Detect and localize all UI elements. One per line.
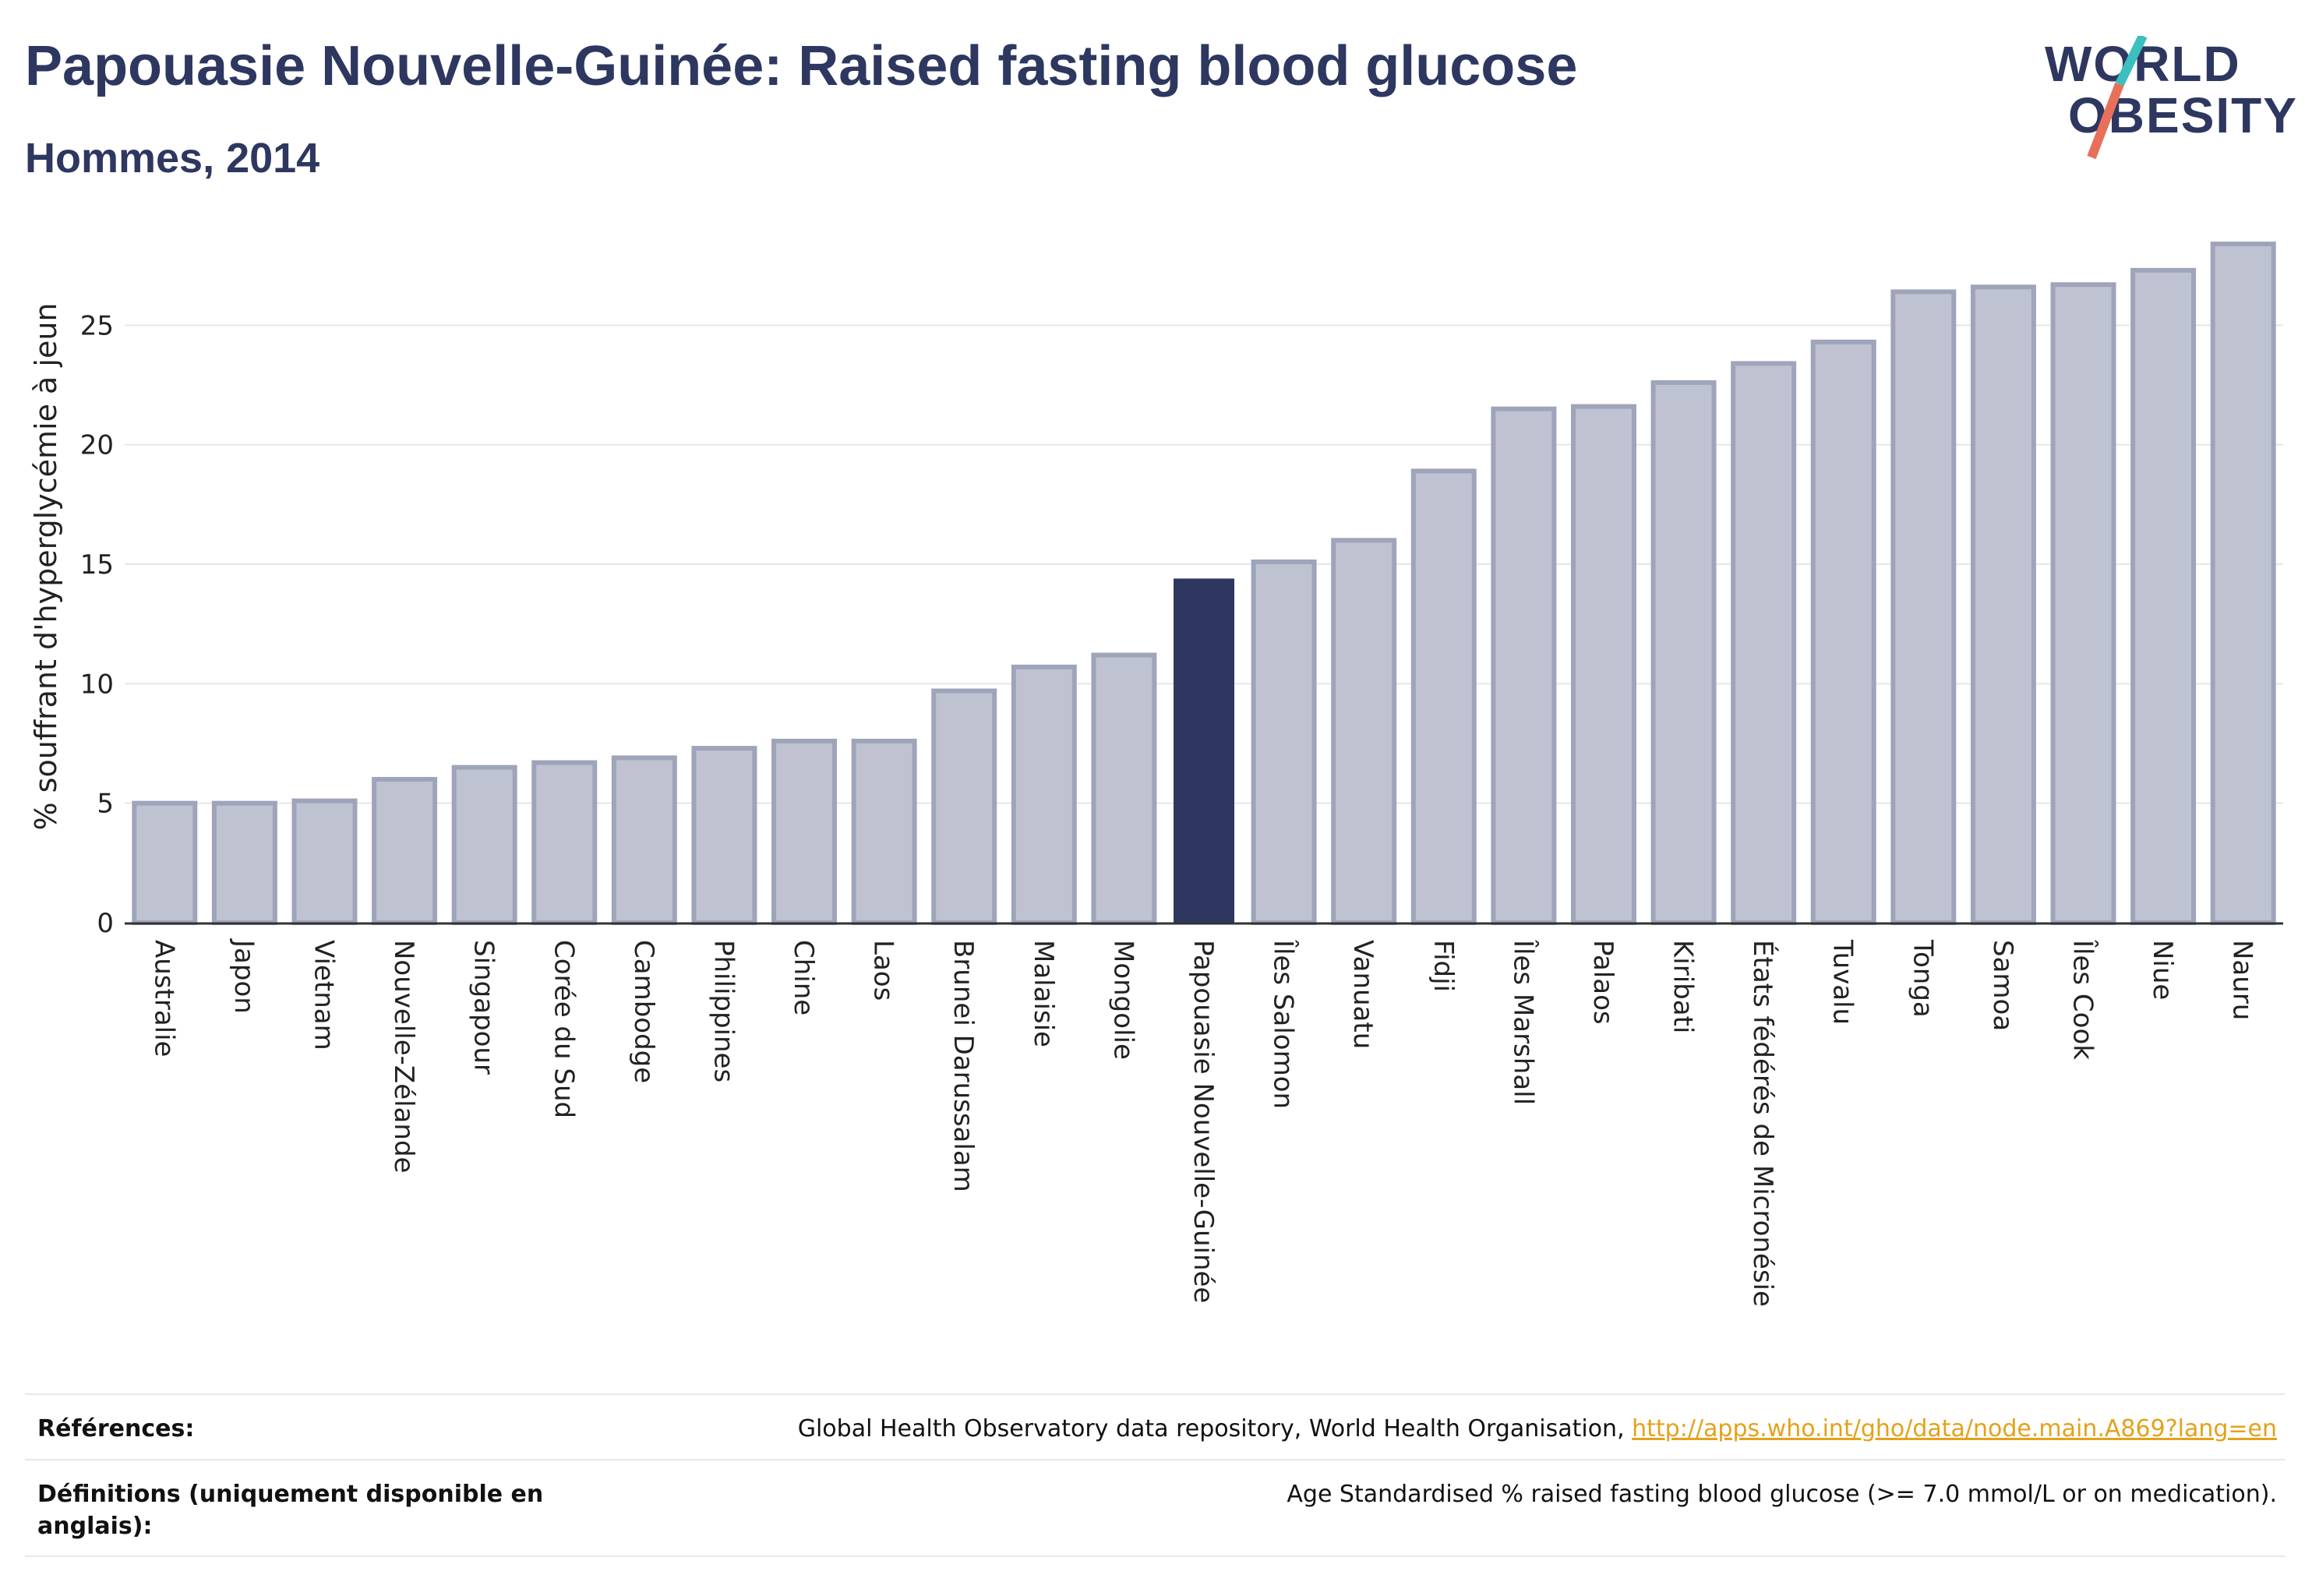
x-tick-label: Tuvalu xyxy=(1827,939,1858,1025)
x-tick-label: Cambodge xyxy=(628,940,659,1083)
bar-7 xyxy=(611,755,677,926)
bar-6 xyxy=(531,760,598,925)
bar-22 xyxy=(1810,339,1876,925)
y-tick-label: 0 xyxy=(97,908,114,939)
x-tick-label: Corée du Sud xyxy=(548,940,579,1118)
references-value: Global Health Observatory data repositor… xyxy=(798,1415,2277,1442)
bar-18 xyxy=(1491,406,1557,925)
x-tick-label: Samoa xyxy=(1987,940,2018,1031)
bar-27 xyxy=(2210,242,2276,926)
bar-12 xyxy=(1011,664,1077,925)
y-tick-label: 15 xyxy=(80,549,114,581)
y-axis-label: % souffrant d'hyperglycémie à jeun xyxy=(29,302,63,830)
divider-bottom xyxy=(25,1555,2285,1557)
x-tick-label: Papouasie Nouvelle-Guinée xyxy=(1188,940,1219,1303)
x-tick-label: Malaisie xyxy=(1028,940,1059,1047)
x-tick-label: Philippines xyxy=(708,940,739,1082)
bar-3 xyxy=(291,798,358,925)
x-tick-label: Kiribati xyxy=(1668,940,1699,1033)
x-tick-label: Îles Marshall xyxy=(1507,939,1539,1105)
bar-10 xyxy=(851,738,917,926)
x-tick-label: Fidji xyxy=(1428,940,1459,992)
references-row: Références: Global Health Observatory da… xyxy=(25,1393,2285,1459)
bar-17 xyxy=(1410,468,1477,925)
y-tick-label: 5 xyxy=(97,789,114,820)
bar-4 xyxy=(372,777,438,925)
references-label: Références: xyxy=(37,1415,195,1442)
bar-16 xyxy=(1331,538,1397,925)
bar-1 xyxy=(132,800,198,925)
bar-21 xyxy=(1731,361,1797,925)
bar-2 xyxy=(211,800,277,925)
bar-8 xyxy=(691,746,757,926)
bar-26 xyxy=(2130,267,2197,925)
definitions-label: Définitions (uniquement disponible en an… xyxy=(37,1481,543,1540)
references-link[interactable]: http://apps.who.int/gho/data/node.main.A… xyxy=(1632,1415,2277,1442)
x-tick-label: Brunei Darussalam xyxy=(948,940,979,1192)
page-subtitle: Hommes, 2014 xyxy=(25,135,320,182)
page-title: Papouasie Nouvelle-Guinée: Raised fastin… xyxy=(25,35,1578,97)
bar-11 xyxy=(931,688,997,925)
bar-24 xyxy=(1970,284,2036,925)
x-tick-label: Îles Salomon xyxy=(1268,939,1300,1109)
x-tick-label: États fédérés de Micronésie xyxy=(1747,940,1779,1307)
y-tick-label: 25 xyxy=(80,310,114,341)
x-tick-label: Vietnam xyxy=(308,940,339,1050)
x-tick-label: Japon xyxy=(228,938,259,1014)
bar-19 xyxy=(1570,404,1636,925)
x-tick-label: Mongolie xyxy=(1107,940,1138,1060)
x-tick-label: Îles Cook xyxy=(2067,939,2099,1060)
bar-9 xyxy=(771,738,838,926)
bar-13 xyxy=(1091,652,1157,925)
bar-chart: 0 5 10 15 20 25 Australie Japon Vietnam Nouvelle-… xyxy=(29,242,2283,1307)
divider-middle xyxy=(25,1459,2285,1460)
x-tick-label: Palaos xyxy=(1587,940,1618,1025)
definitions-label-line1: Définitions (uniquement disponible en xyxy=(37,1481,544,1508)
bar-5 xyxy=(451,764,517,926)
y-tick-label: 20 xyxy=(80,430,114,461)
tick-labels: 0 5 10 15 20 25 Australie Japon Vietnam Nouvelle-… xyxy=(29,302,2258,1306)
x-tick-label: Singapour xyxy=(468,940,499,1075)
bar-25 xyxy=(2050,282,2116,925)
bars xyxy=(132,242,2276,926)
world-obesity-logo[interactable]: WORLD OBESITY xyxy=(2037,36,2296,168)
x-tick-label: Nouvelle-Zélande xyxy=(388,940,419,1173)
definitions-value: Age Standardised % raised fasting blood … xyxy=(1287,1481,2277,1508)
x-tick-label: Laos xyxy=(868,940,899,1001)
x-tick-label: Australie xyxy=(148,940,179,1057)
divider-top xyxy=(25,1393,2285,1395)
x-tick-label: Tonga xyxy=(1907,939,1938,1018)
bar-15 xyxy=(1251,559,1317,926)
x-tick-label: Chine xyxy=(788,940,819,1015)
references-text: Global Health Observatory data repositor… xyxy=(797,1415,1633,1442)
x-tick-label: Vanuatu xyxy=(1347,940,1378,1049)
bar-20 xyxy=(1650,380,1717,925)
x-tick-label: Niue xyxy=(2147,940,2178,1000)
y-tick-label: 10 xyxy=(80,669,114,700)
x-tick-label: Nauru xyxy=(2227,940,2258,1020)
definitions-row: Définitions (uniquement disponible en an… xyxy=(25,1459,2285,1555)
bar-14 xyxy=(1174,578,1234,923)
logo-slash-icon xyxy=(2087,36,2148,160)
definitions-label-line2: anglais): xyxy=(37,1513,153,1540)
bar-23 xyxy=(1890,289,1957,925)
